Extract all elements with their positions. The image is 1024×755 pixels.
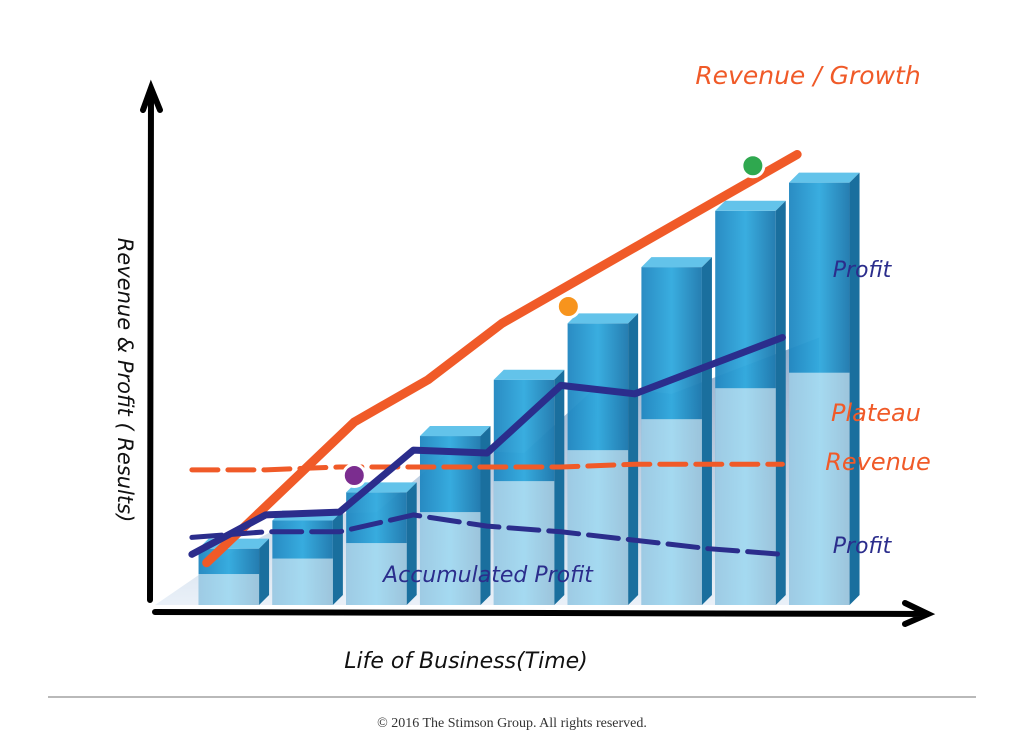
chart: Revenue & Profit ( Results) Life of Busi… [113,61,936,674]
bar-top [419,426,491,437]
bar-fade [346,543,407,605]
bar-top [567,313,639,324]
bar-top [715,200,786,211]
accumulated-profit-label: Accumulated Profit [381,563,594,588]
series-lines [188,149,802,568]
milestone-marker-1 [341,462,367,488]
bar-fade [419,512,481,605]
bar-fade [567,450,629,605]
y-axis [140,79,163,603]
bar-9 [789,172,860,605]
bar-side [628,313,639,605]
bar-top [641,257,712,268]
milestone-marker-2 [555,294,581,320]
bar-top [789,172,860,183]
milestone-markers [341,153,766,488]
profit-top-label: Profit [833,258,893,283]
bar-side [332,510,343,605]
bar-7 [641,257,712,605]
milestone-marker-3 [740,153,766,179]
bars [198,172,860,605]
plateau-label: Plateau [831,399,921,427]
bar-side [775,200,786,605]
bar-fade [198,574,260,605]
footer-divider [48,696,976,698]
x-axis [152,600,936,627]
bar-3 [346,482,417,605]
series-line-4 [189,512,785,557]
bar-side [849,172,860,605]
bar-fade [789,372,850,605]
profit-bottom-label: Profit [833,534,893,559]
bar-fade [715,388,776,605]
bar-side [259,538,270,605]
bar-6 [567,313,639,605]
bar-5 [493,369,565,605]
revenue-growth-label: Revenue / Growth [695,61,920,90]
bar-fade [493,481,555,605]
series-line-2 [189,461,785,473]
bar-side [480,426,491,605]
revenue-label: Revenue [825,448,931,476]
x-axis-label: Life of Business(Time) [344,649,588,674]
bar-8 [715,200,786,605]
bar-1 [198,538,270,605]
bar-side [701,257,712,605]
copyright-notice: © 2016 The Stimson Group. All rights res… [377,716,647,731]
bar-fade [641,419,702,605]
y-axis-label: Revenue & Profit ( Results) [113,238,137,523]
bar-top [493,369,565,380]
bar-2 [272,510,343,605]
series-line-3 [188,334,786,558]
bar-fade [272,558,333,605]
bar-side [554,369,565,605]
